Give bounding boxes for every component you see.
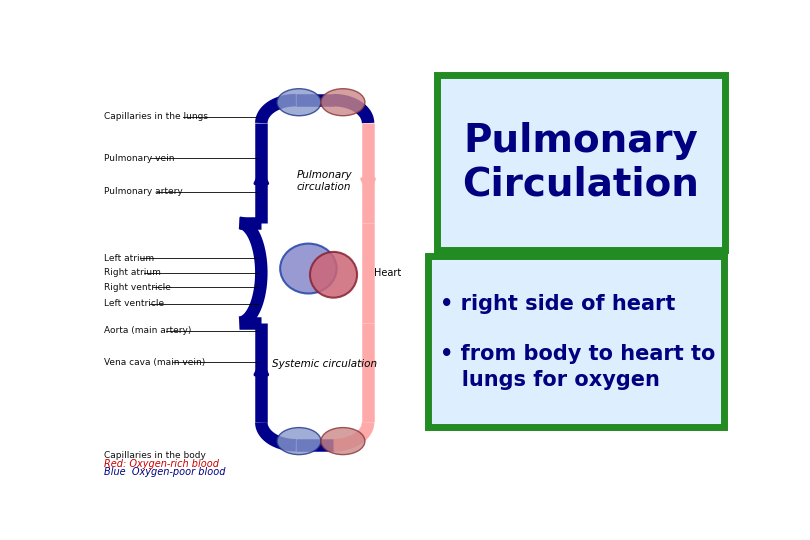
Text: Pulmonary
Circulation: Pulmonary Circulation [463, 122, 699, 204]
Text: Right ventricle: Right ventricle [104, 283, 171, 292]
Text: Blue  Oxygen-poor blood: Blue Oxygen-poor blood [104, 467, 226, 477]
Ellipse shape [321, 428, 364, 455]
FancyBboxPatch shape [437, 75, 725, 250]
Text: • right side of heart: • right side of heart [441, 294, 676, 314]
Text: Right atrium: Right atrium [104, 268, 161, 277]
Ellipse shape [310, 252, 357, 298]
Ellipse shape [280, 244, 337, 293]
Text: Red: Oxygen-rich blood: Red: Oxygen-rich blood [104, 459, 220, 469]
Text: Vena cava (main vein): Vena cava (main vein) [104, 357, 206, 367]
FancyBboxPatch shape [428, 256, 724, 427]
Ellipse shape [277, 428, 321, 455]
Text: • from body to heart to
   lungs for oxygen: • from body to heart to lungs for oxygen [441, 343, 715, 390]
Text: Heart: Heart [374, 268, 402, 278]
Ellipse shape [277, 89, 321, 116]
Text: Pulmonary vein: Pulmonary vein [104, 154, 175, 163]
Text: Left ventricle: Left ventricle [104, 299, 164, 308]
Ellipse shape [321, 89, 364, 116]
Text: Pulmonary artery: Pulmonary artery [104, 187, 183, 196]
Text: Pulmonary
circulation: Pulmonary circulation [296, 171, 352, 192]
Text: Left atrium: Left atrium [104, 254, 155, 262]
Text: Aorta (main artery): Aorta (main artery) [104, 326, 192, 335]
Text: Systemic circulation: Systemic circulation [271, 359, 377, 369]
Text: Capillaries in the body: Capillaries in the body [104, 451, 207, 460]
Text: Capillaries in the lungs: Capillaries in the lungs [104, 112, 208, 122]
